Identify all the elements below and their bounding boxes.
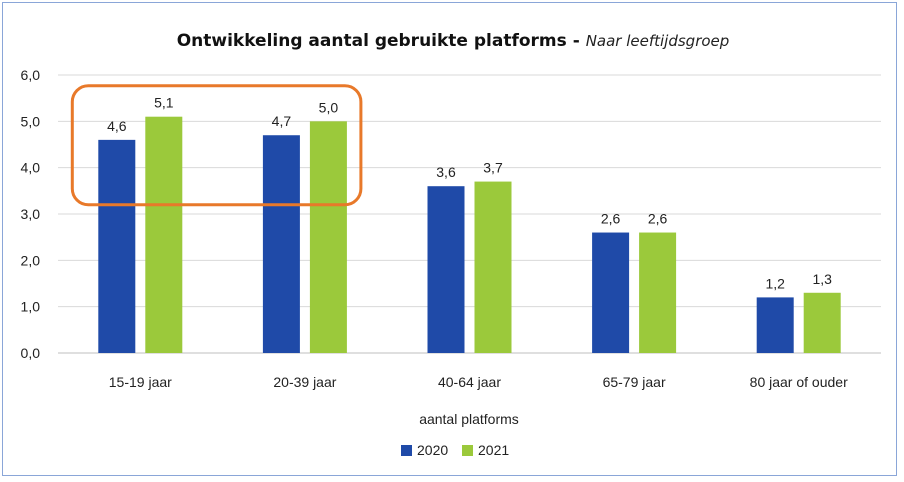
chart-frame: Ontwikkeling aantal gebruikte platforms … [2,2,897,476]
y-tick-label: 4,0 [21,160,41,176]
chart-title-main: Ontwikkeling aantal gebruikte platforms [177,31,567,51]
bar-2020-80-jaar-of-ouder [756,297,794,353]
data-label: 2,6 [648,211,668,227]
data-label: 1,3 [812,271,832,287]
data-label: 5,0 [319,99,339,115]
chart-title-separator: - [567,31,586,51]
legend-label-2021: 2021 [478,442,509,458]
bars: 4,6 5,1 4,7 5,0 3,6 3,7 2,6 2,6 1,2 1,3 [98,95,841,353]
bar-2021-65-79-jaar [639,232,677,353]
x-category-label: 80 jaar of ouder [750,374,848,390]
bar-2020-15-19-jaar [98,139,136,353]
bar-2021-40-64-jaar [474,181,512,353]
x-category-label: 20-39 jaar [273,374,336,390]
x-category-label: 65-79 jaar [603,374,666,390]
y-tick-label: 5,0 [21,113,41,129]
chart-subtitle: Naar leeftijdsgroep [586,32,730,50]
legend-label-2020: 2020 [417,442,448,458]
bar-2020-65-79-jaar [592,232,630,353]
data-label: 3,6 [436,164,456,180]
y-tick-label: 0,0 [21,345,41,361]
highlight-box [70,84,363,207]
y-tick-label: 1,0 [21,299,41,315]
x-category-label: 40-64 jaar [438,374,501,390]
x-axis-categories: 15-19 jaar 20-39 jaar 40-64 jaar 65-79 jaar… [109,374,848,390]
data-label: 4,7 [272,113,292,129]
data-label: 4,6 [107,118,127,134]
data-label: 2,6 [601,211,621,227]
legend-swatch-2021 [462,445,473,456]
y-axis-ticks: 0,0 1,0 2,0 3,0 4,0 5,0 6,0 [21,67,41,361]
bar-chart: Ontwikkeling aantal gebruikte platforms … [21,31,881,458]
x-axis-label: aantal platforms [419,411,519,427]
y-tick-label: 3,0 [21,206,41,222]
y-tick-label: 6,0 [21,67,41,83]
legend-swatch-2020 [401,445,412,456]
legend: 2020 2021 [401,442,509,458]
data-label: 5,1 [154,95,174,111]
data-label: 3,7 [483,160,503,176]
bar-2021-20-39-jaar [309,121,347,353]
bar-2020-40-64-jaar [427,186,465,353]
data-label: 1,2 [765,275,785,291]
y-tick-label: 2,0 [21,252,41,268]
bar-2021-80-jaar-of-ouder [803,292,841,353]
bar-2020-20-39-jaar [262,135,300,353]
gridlines [58,74,881,354]
bar-2021-15-19-jaar [145,116,183,353]
x-category-label: 15-19 jaar [109,374,172,390]
chart-title: Ontwikkeling aantal gebruikte platforms … [177,31,730,51]
